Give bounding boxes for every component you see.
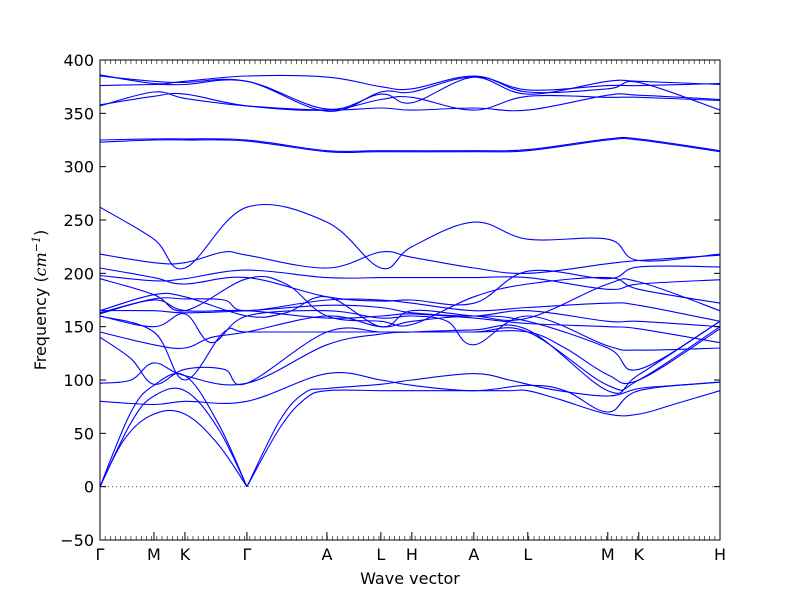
band-line-19 — [99, 250, 721, 274]
band-line-6 — [99, 372, 721, 413]
y-tick-label: 350 — [63, 104, 94, 123]
y-tick-label: 100 — [63, 371, 94, 390]
band-line-15 — [99, 278, 721, 328]
band-line-27 — [99, 74, 721, 91]
x-tick-label: Γ — [242, 545, 251, 564]
y-tick-label: 150 — [63, 318, 94, 337]
band-line-7 — [99, 320, 721, 394]
x-tick-label: M — [147, 545, 161, 564]
band-line-18 — [99, 265, 721, 306]
band-line-22 — [99, 136, 721, 153]
band-line-26 — [99, 75, 721, 112]
x-tick-label: H — [406, 545, 418, 564]
band-line-11 — [99, 309, 721, 351]
band-line-14 — [99, 297, 721, 322]
band-line-17 — [99, 269, 721, 291]
x-tick-label: Γ — [96, 545, 105, 564]
y-tick-label: 200 — [63, 264, 94, 283]
x-tick-label: M — [601, 545, 615, 564]
band-line-21 — [99, 137, 721, 154]
band-line-9 — [99, 315, 721, 385]
band-line-1 — [99, 409, 248, 488]
band-line-3 — [99, 372, 248, 487]
y-tick-label: −50 — [60, 531, 94, 550]
band-line-24 — [99, 92, 721, 111]
band-line-4 — [246, 389, 721, 487]
band-line-23 — [99, 91, 721, 112]
x-axis-label: Wave vector — [360, 569, 460, 588]
y-tick-label: 0 — [84, 478, 94, 497]
band-line-2 — [99, 387, 248, 487]
y-tick-label: 50 — [74, 424, 94, 443]
band-line-25 — [99, 76, 721, 111]
x-tick-label: A — [468, 545, 479, 564]
plot-frame — [99, 59, 721, 541]
band-line-13 — [99, 304, 721, 328]
x-tick-label: K — [634, 545, 645, 564]
y-tick-label: 300 — [63, 158, 94, 177]
y-tick-label: 400 — [63, 51, 94, 70]
x-tick-label: L — [376, 545, 385, 564]
x-tick-label: K — [180, 545, 191, 564]
band-line-5 — [246, 373, 721, 487]
band-line-20 — [99, 203, 721, 270]
band-line-8 — [99, 326, 721, 391]
x-tick-label: L — [523, 545, 532, 564]
y-tick-label: 250 — [63, 211, 94, 230]
y-axis-label: Frequency (cm−1) — [30, 230, 50, 371]
x-tick-label: H — [714, 545, 726, 564]
band-line-16 — [99, 275, 721, 327]
x-tick-label: A — [321, 545, 332, 564]
